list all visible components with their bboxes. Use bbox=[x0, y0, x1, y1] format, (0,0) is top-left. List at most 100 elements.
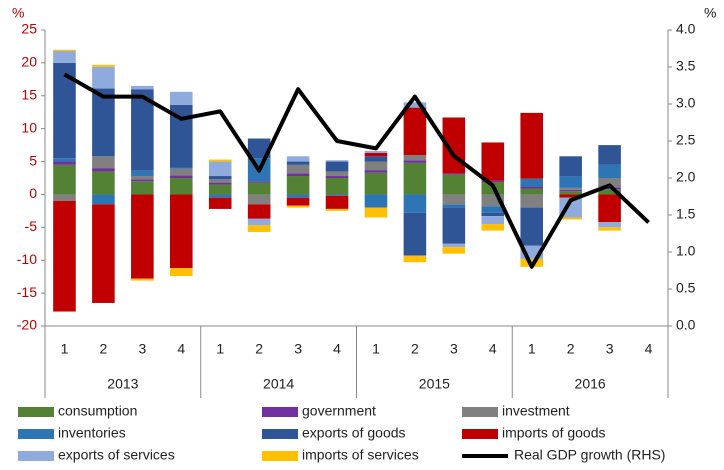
bar-segment bbox=[481, 224, 505, 231]
legend-swatch bbox=[18, 451, 54, 461]
y-tick-label: -10 bbox=[17, 251, 37, 267]
bar-segment bbox=[598, 189, 621, 195]
bar-segment bbox=[131, 170, 154, 177]
y-tick-label: -20 bbox=[17, 317, 37, 333]
year-label: 2014 bbox=[263, 376, 294, 392]
bar-segment bbox=[53, 161, 76, 165]
bar-segment bbox=[247, 204, 271, 219]
bar-segment bbox=[598, 194, 621, 223]
bar-segment bbox=[364, 170, 388, 173]
y2-tick-label: 0.5 bbox=[676, 280, 696, 296]
y2-tick-label: 2.5 bbox=[676, 132, 696, 148]
bar-segment bbox=[286, 161, 310, 165]
year-label: 2013 bbox=[107, 376, 138, 392]
bar-segment bbox=[442, 173, 466, 175]
y-axis-label: % bbox=[12, 5, 24, 21]
x-tick-label: 3 bbox=[138, 341, 146, 357]
bar-segment bbox=[442, 243, 466, 248]
bar-segment bbox=[403, 107, 427, 155]
x-tick-label: 3 bbox=[294, 341, 302, 357]
bar-segment bbox=[92, 64, 115, 67]
bar-segment bbox=[92, 171, 115, 195]
legend-swatch bbox=[462, 429, 498, 439]
bar-segment bbox=[247, 138, 271, 159]
bar-segment bbox=[92, 168, 115, 172]
bar-segment bbox=[520, 178, 544, 187]
bar-segment bbox=[286, 205, 310, 208]
bar-segment bbox=[325, 160, 349, 162]
bar-segment bbox=[286, 194, 310, 198]
x-tick-label: 1 bbox=[216, 341, 224, 357]
y-tick-label: -15 bbox=[17, 284, 37, 300]
bar-segment bbox=[92, 204, 115, 303]
bar-segment bbox=[53, 62, 76, 159]
y-tick-label: 20 bbox=[21, 54, 37, 70]
bar-segment bbox=[208, 161, 232, 177]
bar-segment bbox=[364, 151, 388, 154]
bar-segment bbox=[169, 91, 193, 105]
bar-segment bbox=[208, 159, 232, 162]
bar-segment bbox=[481, 206, 505, 213]
y2-tick-label: 3.0 bbox=[676, 95, 696, 111]
bar-segment bbox=[364, 156, 388, 162]
bar-segment bbox=[325, 178, 349, 195]
bar-segment bbox=[92, 88, 115, 157]
legend-swatch bbox=[262, 407, 298, 417]
bar-segment bbox=[208, 184, 232, 195]
legend-label: government bbox=[302, 403, 376, 419]
bar-segment bbox=[364, 153, 388, 157]
bar-segment bbox=[442, 204, 466, 208]
year-label: 2015 bbox=[419, 376, 450, 392]
bar-segment bbox=[598, 164, 621, 178]
bar-segment bbox=[481, 212, 505, 217]
y-tick-label: 25 bbox=[21, 21, 37, 37]
bar-segment bbox=[169, 167, 193, 169]
x-tick-label: 4 bbox=[645, 341, 653, 357]
x-tick-label: 2 bbox=[255, 341, 263, 357]
x-tick-label: 1 bbox=[372, 341, 380, 357]
bar-segment bbox=[520, 186, 544, 189]
bar-segment bbox=[442, 207, 466, 244]
bar-segment bbox=[53, 194, 76, 202]
bar-segment bbox=[131, 179, 154, 182]
legend-swatch bbox=[18, 429, 54, 439]
legend-swatch bbox=[462, 407, 498, 417]
bar-segment bbox=[481, 180, 505, 182]
legend-label: Real GDP growth (RHS) bbox=[514, 447, 665, 463]
bar-segment bbox=[559, 194, 582, 198]
y-tick-label: 15 bbox=[21, 86, 37, 102]
bar-segment bbox=[131, 89, 154, 171]
bar-segment bbox=[169, 104, 193, 168]
bar-segment bbox=[364, 172, 388, 195]
bar-segment bbox=[131, 85, 154, 90]
bar-segment bbox=[53, 49, 76, 52]
bar-segment bbox=[598, 187, 621, 190]
bar-segment bbox=[53, 158, 76, 162]
y-tick-label: 10 bbox=[21, 119, 37, 135]
x-tick-label: 3 bbox=[450, 341, 458, 357]
bar-segment bbox=[598, 222, 621, 228]
y2-tick-label: 0.0 bbox=[676, 317, 696, 333]
bar-segment bbox=[53, 201, 76, 312]
bar-segment bbox=[559, 217, 582, 220]
bar-segment bbox=[403, 154, 427, 161]
bar-segment bbox=[598, 178, 621, 188]
bar-segment bbox=[131, 176, 154, 180]
year-label: 2016 bbox=[575, 376, 606, 392]
x-tick-label: 4 bbox=[333, 341, 341, 357]
bar-segment bbox=[481, 216, 505, 225]
y2-tick-label: 2.0 bbox=[676, 169, 696, 185]
bar-segment bbox=[208, 176, 232, 180]
x-tick-label: 2 bbox=[567, 341, 575, 357]
y2-tick-label: 1.5 bbox=[676, 206, 696, 222]
y-tick-label: 5 bbox=[29, 152, 37, 168]
bar-segment bbox=[559, 176, 582, 188]
bar-segment bbox=[520, 207, 544, 246]
bar-segment bbox=[131, 278, 154, 281]
bar-segment bbox=[481, 194, 505, 207]
bar-segment bbox=[169, 168, 193, 176]
bar-segment bbox=[403, 162, 427, 195]
bar-segment bbox=[364, 207, 388, 218]
legend-label: imports of goods bbox=[502, 425, 606, 441]
